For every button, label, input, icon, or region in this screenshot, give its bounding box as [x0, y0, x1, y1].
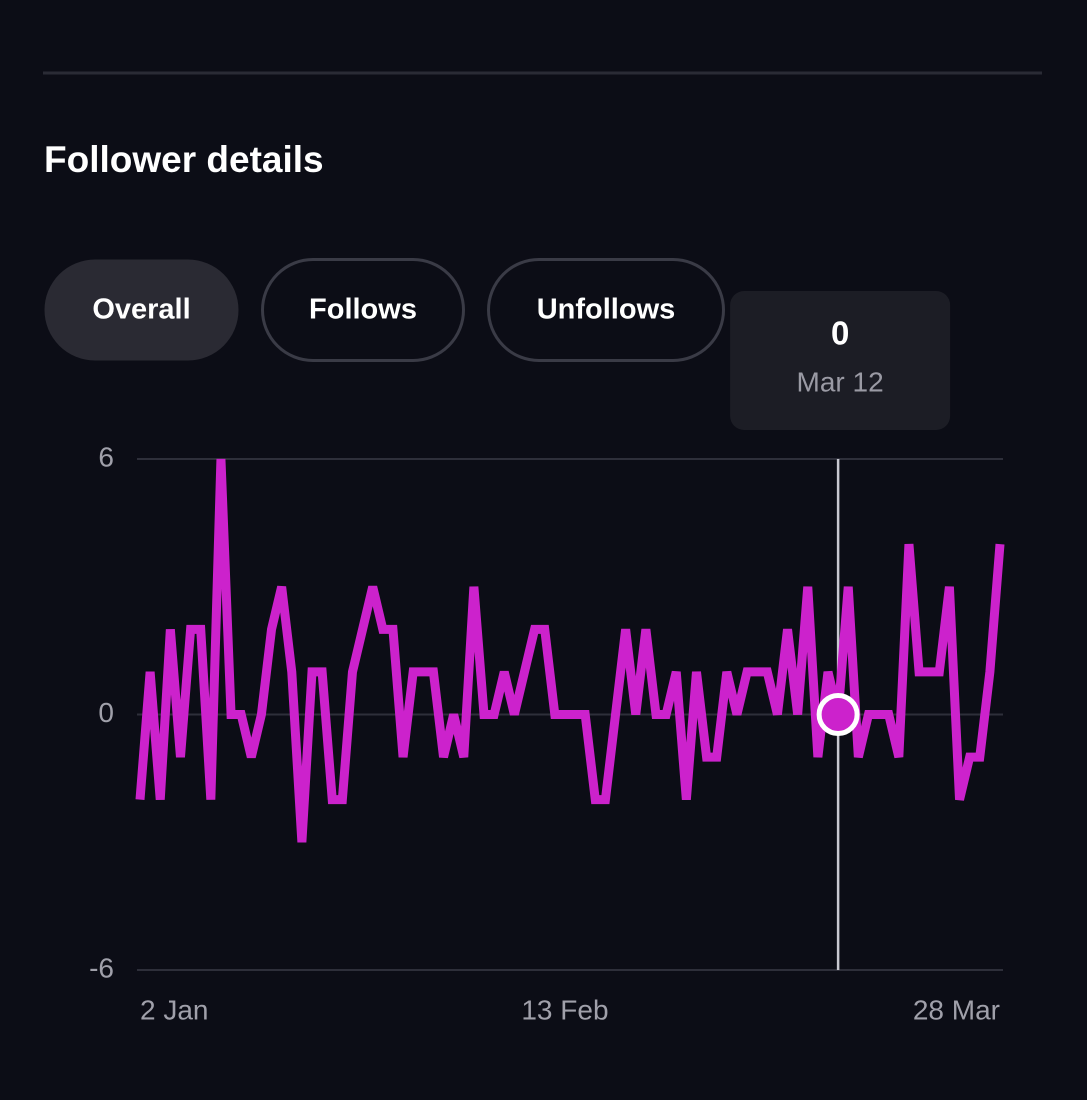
section-title: Follower details: [44, 139, 324, 180]
highlight-point: [816, 693, 860, 736]
tab-button[interactable]: [44, 259, 239, 361]
y-tick-label: 0: [98, 697, 114, 728]
tooltip-box: [730, 291, 951, 430]
tab-button[interactable]: [261, 258, 465, 362]
tab[interactable]: Follows: [261, 258, 465, 362]
tab-label[interactable]: Follows: [309, 294, 417, 326]
line-series: [135, 458, 1005, 843]
tooltip-date: Mar 12: [797, 366, 884, 397]
chart: -6 0 6 2 Jan 13 Feb 28 Mar 0 Mar 12: [89, 291, 1005, 1025]
tab-button[interactable]: [487, 258, 725, 362]
tab[interactable]: Unfollows: [487, 258, 725, 362]
tab-label[interactable]: Overall: [92, 294, 190, 326]
tab[interactable]: Overall: [44, 259, 239, 361]
y-tick-label: 6: [98, 441, 114, 472]
x-tick-label: 28 Mar: [913, 994, 1000, 1025]
tab-bar: Overall Follows Unfollows: [44, 258, 725, 362]
tooltip-value: 0: [831, 315, 849, 352]
x-tick-label: 2 Jan: [140, 994, 209, 1025]
x-tick-label: 13 Feb: [521, 994, 608, 1025]
y-tick-label: -6: [89, 952, 114, 983]
tab-label[interactable]: Unfollows: [537, 294, 676, 326]
